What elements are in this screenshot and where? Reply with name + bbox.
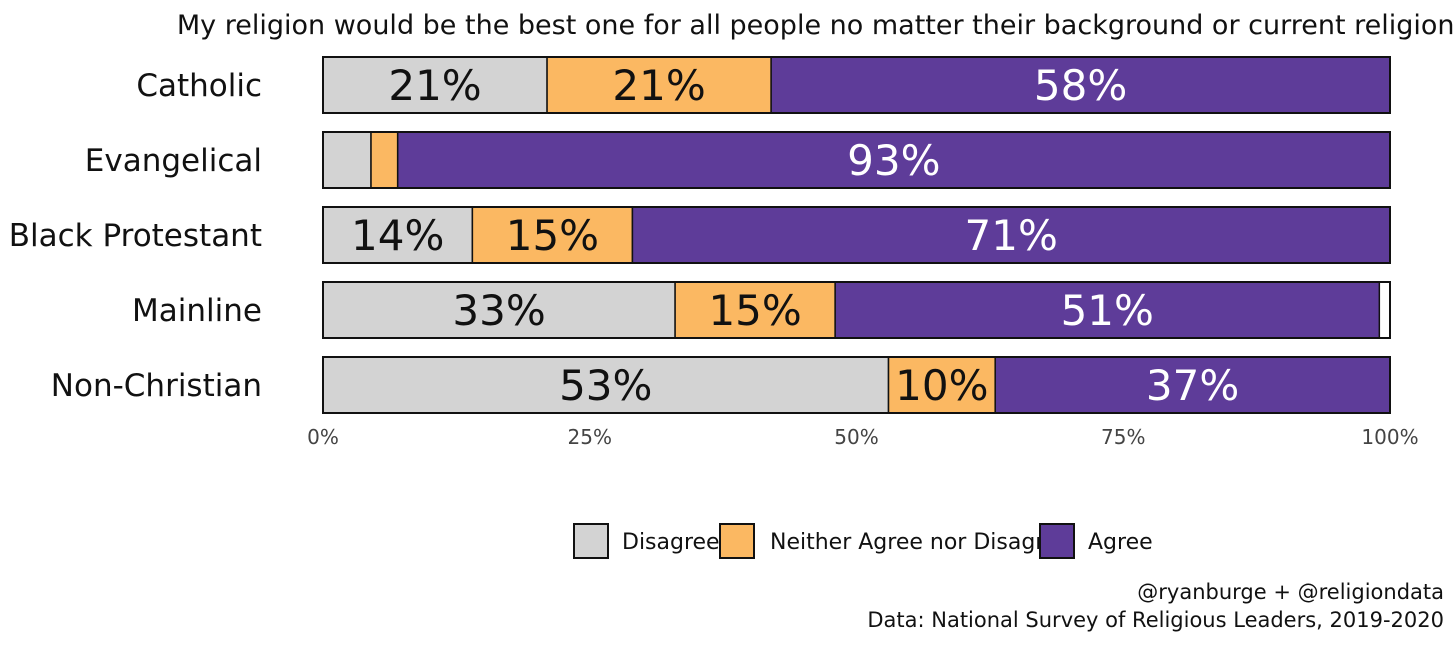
bar-segment-neither-agree-nor-disagree	[370, 131, 399, 189]
bar-outline	[322, 356, 1391, 414]
bar-value-label: 71%	[965, 211, 1058, 260]
x-tick-label: 0%	[307, 425, 339, 449]
category-labels: Catholic Evangelical Black Protestant Mainl…	[9, 68, 262, 404]
bar-segment-disagree	[322, 56, 548, 114]
bars-group: 21% 21% 58% 93% 14% 15% 71% 33% 15% 51% 53% 10% 37%	[322, 56, 1391, 414]
category-label: Evangelical	[85, 143, 262, 179]
chart-title: My religion would be the best one for al…	[177, 10, 1456, 41]
bar-value-label: 53%	[559, 361, 652, 410]
bar-value-label: 21%	[612, 61, 705, 110]
bar-value-label: 10%	[895, 361, 988, 410]
legend-label: Disagree	[622, 530, 720, 555]
bar-segment-neither-agree-nor-disagree	[887, 356, 996, 414]
legend-swatch	[573, 523, 609, 559]
bar-value-label: 93%	[847, 136, 940, 185]
x-tick-label: 25%	[568, 425, 612, 449]
bar-value-label: 51%	[1061, 286, 1154, 335]
bar-value-label: 58%	[1034, 61, 1127, 110]
category-label: Catholic	[136, 68, 262, 104]
bar-outline	[322, 206, 1391, 264]
category-label: Mainline	[132, 293, 262, 329]
bar-outline	[322, 131, 1391, 189]
bar-segment-agree	[994, 356, 1391, 414]
x-tick-label: 50%	[834, 425, 878, 449]
bar-segment-agree	[631, 206, 1391, 264]
bar-value-label: 15%	[506, 211, 599, 260]
bar-outline	[322, 281, 1391, 339]
legend-swatch	[1039, 523, 1075, 559]
bar-value-label: 33%	[452, 286, 545, 335]
bar-segment-agree	[396, 131, 1391, 189]
bar-segment-neither-agree-nor-disagree	[471, 206, 634, 264]
bar-value-label: 37%	[1146, 361, 1239, 410]
bar-value-label: 21%	[388, 61, 481, 110]
caption-source: Data: National Survey of Religious Leade…	[867, 608, 1444, 632]
bar-outline	[322, 56, 1391, 114]
legend: Disagree Neither Agree nor Disagree Agree	[573, 523, 1153, 559]
bar-segment-disagree	[322, 356, 890, 414]
x-tick-label: 100%	[1361, 425, 1418, 449]
x-axis-ticks: 0% 25% 50% 75% 100%	[307, 425, 1418, 449]
legend-label: Neither Agree nor Disagree	[770, 530, 1071, 555]
bar-segment-disagree	[322, 131, 372, 189]
bar-segment-neither-agree-nor-disagree	[546, 56, 772, 114]
bar-value-label: 14%	[351, 211, 444, 260]
x-tick-label: 75%	[1101, 425, 1145, 449]
category-label: Black Protestant	[9, 218, 262, 254]
category-label: Non-Christian	[51, 368, 262, 404]
legend-swatch	[719, 523, 755, 559]
legend-label: Agree	[1088, 530, 1153, 555]
bar-segment-neither-agree-nor-disagree	[674, 281, 836, 339]
caption-handle: @ryanburge + @religiondata	[1137, 580, 1444, 604]
bar-value-label: 15%	[708, 286, 801, 335]
